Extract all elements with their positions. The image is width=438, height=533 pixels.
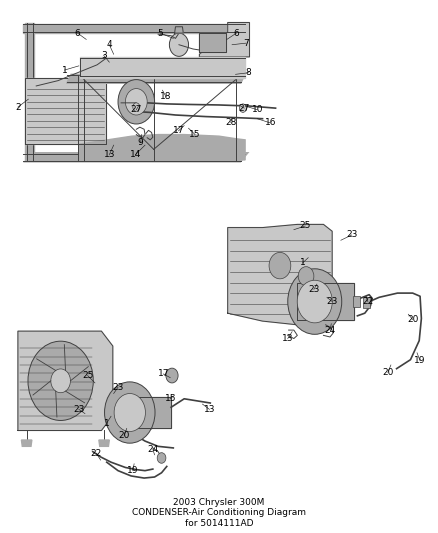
Circle shape <box>297 280 332 323</box>
Text: 23: 23 <box>308 285 320 294</box>
Text: 1: 1 <box>104 418 110 427</box>
Circle shape <box>166 368 178 383</box>
Polygon shape <box>80 57 245 78</box>
Polygon shape <box>126 397 171 429</box>
Text: 5: 5 <box>157 29 163 38</box>
Circle shape <box>125 88 147 115</box>
Text: 25: 25 <box>300 222 311 230</box>
Text: 23: 23 <box>326 297 338 306</box>
Polygon shape <box>175 27 184 33</box>
Text: 23: 23 <box>112 383 124 392</box>
Text: 15: 15 <box>165 394 176 403</box>
Text: 6: 6 <box>74 29 81 38</box>
Text: 19: 19 <box>414 356 426 365</box>
Text: 22: 22 <box>362 297 374 306</box>
Text: 6: 6 <box>233 29 239 38</box>
Text: 7: 7 <box>243 38 249 47</box>
Text: 27: 27 <box>131 105 142 114</box>
Circle shape <box>288 269 342 334</box>
Circle shape <box>240 104 247 112</box>
Text: 22: 22 <box>91 449 102 458</box>
Text: 15: 15 <box>189 130 201 139</box>
Circle shape <box>114 393 145 432</box>
Circle shape <box>133 103 140 111</box>
Text: 13: 13 <box>282 334 293 343</box>
Polygon shape <box>21 440 32 446</box>
Text: 9: 9 <box>138 138 144 147</box>
Text: 19: 19 <box>127 466 138 475</box>
Text: 1: 1 <box>300 259 305 268</box>
Text: 2003 Chrysler 300M
CONDENSER-Air Conditioning Diagram
for 5014111AD: 2003 Chrysler 300M CONDENSER-Air Conditi… <box>132 498 306 528</box>
Bar <box>353 296 360 307</box>
Text: 10: 10 <box>251 105 263 114</box>
Circle shape <box>118 79 155 124</box>
Text: 17: 17 <box>158 369 169 378</box>
Polygon shape <box>23 23 245 33</box>
Circle shape <box>298 266 314 286</box>
Text: 1: 1 <box>62 66 67 75</box>
Circle shape <box>51 369 71 393</box>
Circle shape <box>269 253 291 279</box>
Bar <box>364 297 371 308</box>
Text: 28: 28 <box>225 118 237 127</box>
Text: 24: 24 <box>147 445 159 454</box>
Text: 13: 13 <box>204 405 215 414</box>
Text: 25: 25 <box>82 371 93 380</box>
Text: 16: 16 <box>265 118 276 127</box>
Polygon shape <box>199 33 226 52</box>
Polygon shape <box>18 331 113 431</box>
Text: 2: 2 <box>15 102 21 111</box>
Text: 14: 14 <box>130 150 141 159</box>
Text: 20: 20 <box>407 315 418 324</box>
Text: 23: 23 <box>73 405 85 414</box>
Text: 17: 17 <box>173 126 184 135</box>
Polygon shape <box>80 134 245 160</box>
Polygon shape <box>228 224 332 325</box>
Circle shape <box>105 382 155 443</box>
Circle shape <box>170 33 188 56</box>
Text: 20: 20 <box>118 431 130 440</box>
Polygon shape <box>99 440 110 446</box>
Text: 8: 8 <box>246 68 251 77</box>
Text: 3: 3 <box>101 51 106 60</box>
Text: 4: 4 <box>106 40 112 49</box>
Polygon shape <box>23 152 250 163</box>
Text: 23: 23 <box>346 230 357 239</box>
Polygon shape <box>25 78 106 144</box>
Circle shape <box>157 453 166 463</box>
Text: 13: 13 <box>103 150 115 159</box>
Polygon shape <box>25 22 34 160</box>
Text: 24: 24 <box>325 326 336 335</box>
Polygon shape <box>199 22 250 57</box>
Text: 18: 18 <box>160 92 172 101</box>
Text: 27: 27 <box>239 103 250 112</box>
Polygon shape <box>67 74 245 83</box>
Circle shape <box>28 341 93 421</box>
Polygon shape <box>297 283 354 320</box>
Text: 20: 20 <box>382 368 394 377</box>
